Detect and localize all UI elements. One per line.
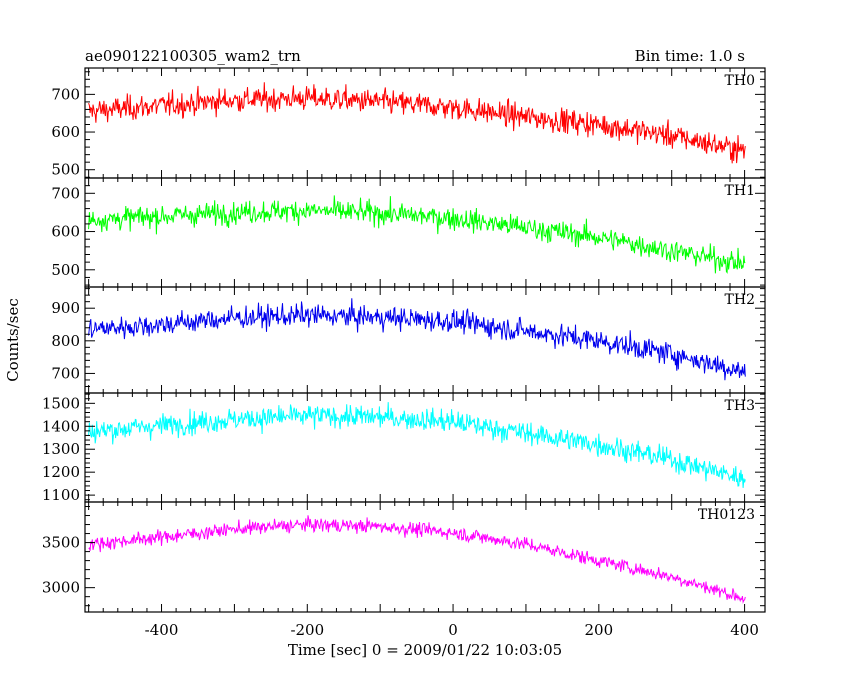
- y-tick-label: 1300: [42, 440, 80, 458]
- y-tick-label: 3500: [42, 534, 80, 552]
- series-line-th1: [88, 195, 746, 274]
- x-tick-label: 400: [730, 621, 759, 639]
- panel-label-th2: TH2: [725, 292, 755, 308]
- y-tick-label: 1400: [42, 417, 80, 435]
- y-tick-label: 3000: [42, 579, 80, 597]
- panel-label-th3: TH3: [725, 398, 755, 414]
- x-tick-label: 0: [448, 621, 458, 639]
- y-tick-label: 500: [51, 161, 80, 179]
- panel-label-th1: TH1: [725, 183, 755, 199]
- plot-title: ae090122100305_wam2_trn: [85, 47, 301, 65]
- y-tick-label: 500: [51, 261, 80, 279]
- panel-label-th0123: TH0123: [698, 507, 755, 523]
- panels-group: TH0 500 600 700 TH1 500 600 700 TH2 700 800 900 TH3 1…: [42, 67, 766, 639]
- y-tick-label: 900: [51, 299, 80, 317]
- panel-frame-th2: [84, 286, 766, 394]
- y-tick-label: 700: [51, 85, 80, 103]
- y-tick-label: 600: [51, 223, 80, 241]
- x-tick-label: -400: [145, 621, 179, 639]
- y-tick-label: 1100: [42, 486, 80, 504]
- y-tick-label: 1200: [42, 463, 80, 481]
- panel-frame-th1: [84, 177, 766, 288]
- y-tick-label: 700: [51, 184, 80, 202]
- panel-frame-th0123: [84, 501, 766, 613]
- x-tick-label: 200: [585, 621, 614, 639]
- panel-frame-th0: [84, 67, 766, 179]
- y-tick-label: 800: [51, 332, 80, 350]
- series-line-th2: [88, 298, 746, 381]
- x-axis-title: Time [sec] 0 = 2009/01/22 10:03:05: [288, 641, 562, 659]
- y-tick-label: 1500: [42, 394, 80, 412]
- series-line-th0123: [88, 515, 746, 604]
- bin-time-label: Bin time: 1.0 s: [635, 47, 745, 65]
- panel-label-th0: TH0: [725, 73, 755, 89]
- series-line-th3: [88, 402, 746, 488]
- x-tick-label: -200: [290, 621, 324, 639]
- y-tick-label: 600: [51, 123, 80, 141]
- y-axis-title: Counts/sec: [4, 298, 22, 382]
- series-line-th0: [88, 82, 746, 164]
- y-tick-label: 700: [51, 364, 80, 382]
